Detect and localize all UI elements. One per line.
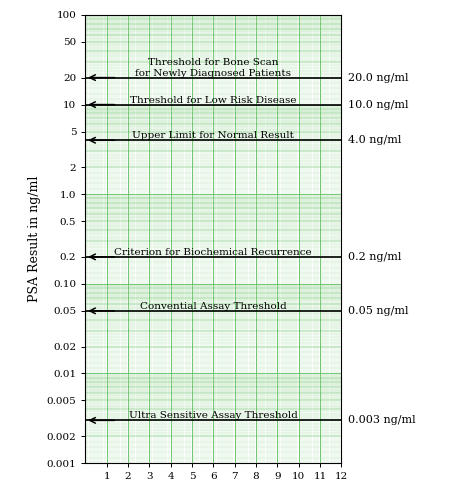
Text: 0.003 ng/ml: 0.003 ng/ml (348, 415, 416, 425)
Text: 0.05 ng/ml: 0.05 ng/ml (348, 306, 409, 316)
Text: Convential Assay Threshold: Convential Assay Threshold (140, 302, 287, 311)
Text: Criterion for Biochemical Recurrence: Criterion for Biochemical Recurrence (115, 248, 312, 257)
Y-axis label: PSA Result in ng/ml: PSA Result in ng/ml (28, 176, 41, 302)
Text: 20.0 ng/ml: 20.0 ng/ml (348, 73, 409, 83)
Text: 4.0 ng/ml: 4.0 ng/ml (348, 135, 401, 145)
Text: Upper Limit for Normal Result: Upper Limit for Normal Result (132, 131, 294, 140)
Text: Threshold for Bone Scan
for Newly Diagnosed Patients: Threshold for Bone Scan for Newly Diagno… (135, 58, 292, 78)
Text: 10.0 ng/ml: 10.0 ng/ml (348, 100, 409, 110)
Text: 0.2 ng/ml: 0.2 ng/ml (348, 252, 401, 262)
Text: Ultra Sensitive Assay Threshold: Ultra Sensitive Assay Threshold (129, 411, 298, 420)
Text: Threshold for Low Risk Disease: Threshold for Low Risk Disease (130, 96, 297, 105)
